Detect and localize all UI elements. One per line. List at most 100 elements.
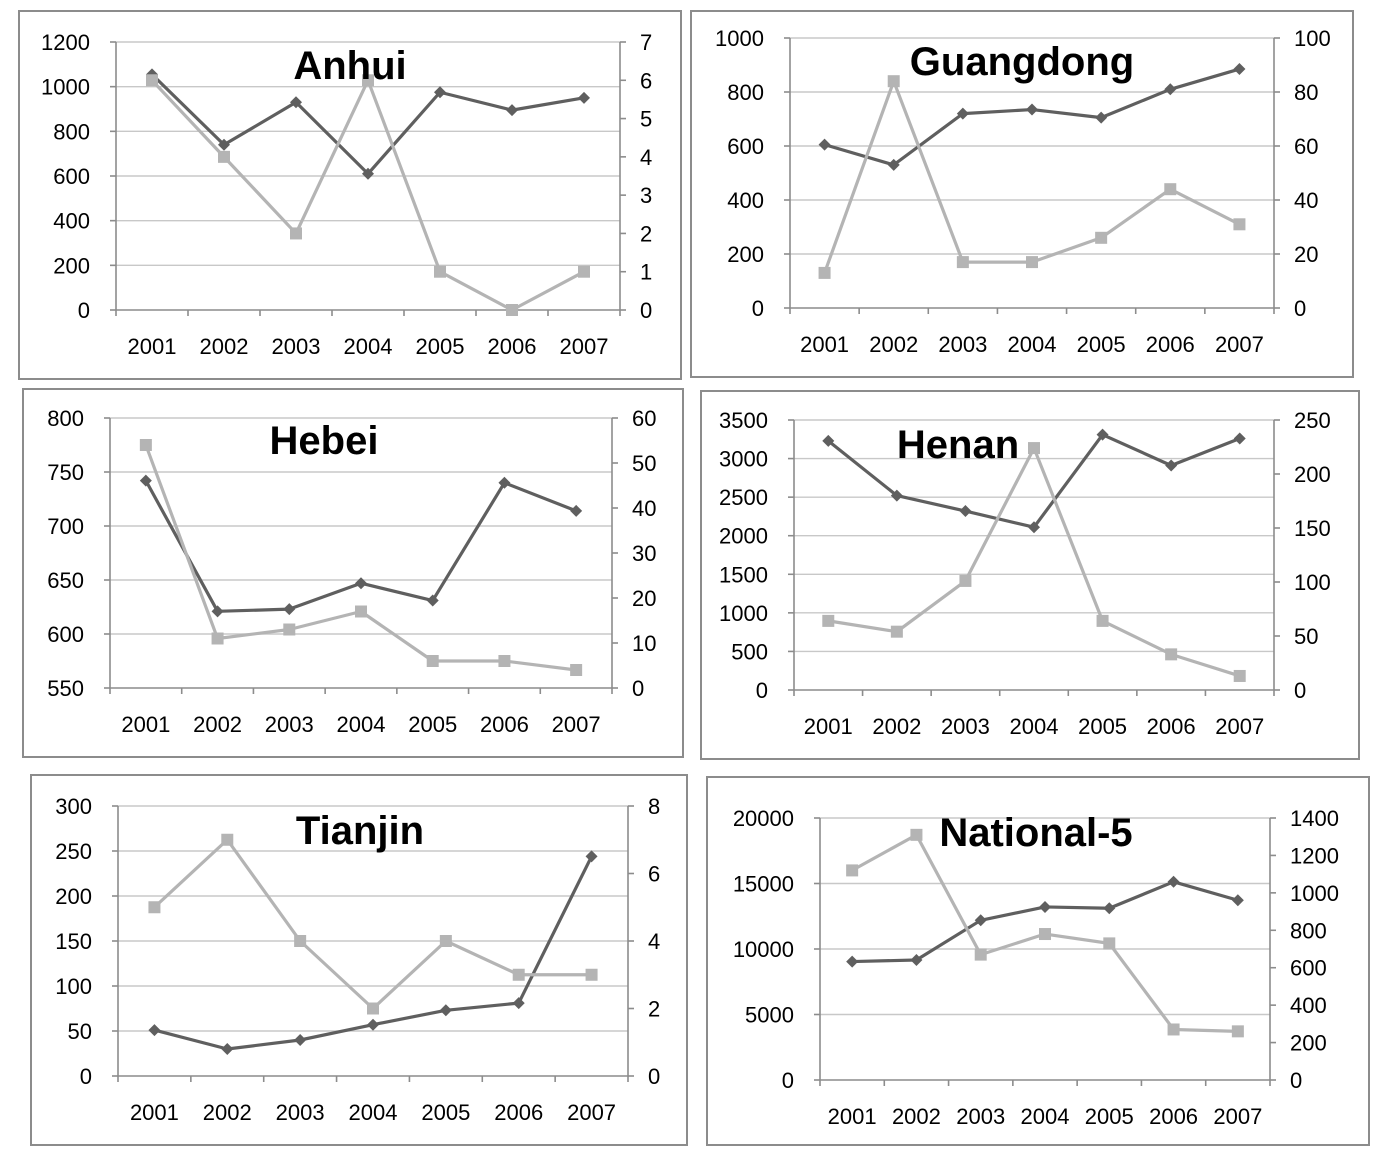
chart-guangdong: 0 200 400 600 800 1000 0 20 40 60 80 100 2001 2002 200… [715, 26, 1331, 357]
y-left-tick-label: 15000 [733, 872, 794, 897]
data-point-light-2005 [1096, 614, 1109, 627]
chart-title: Anhui [293, 44, 406, 88]
data-point-light-2001 [146, 74, 158, 87]
y-left-tick-label: 400 [727, 188, 764, 213]
data-point-light-2001 [139, 439, 152, 451]
data-point-light-2005 [1095, 231, 1108, 244]
data-point-dark-2006 [506, 104, 518, 117]
y-right-tick-label: 0 [1294, 678, 1306, 703]
data-point-dark-2003 [959, 505, 972, 518]
data-point-dark-2006 [1167, 875, 1180, 888]
data-point-light-2004 [1026, 256, 1038, 269]
y-right-tick-label: 0 [648, 1064, 660, 1089]
chart-hebei: 550 600 650 700 750 800 0 10 20 30 40 50 60 2001 2002 2… [47, 406, 656, 737]
y-left-tick-label: 550 [47, 676, 84, 701]
y-left-tick-label: 0 [756, 678, 768, 703]
data-point-light-2003 [294, 935, 307, 947]
x-tick-label-2001: 2001 [128, 334, 177, 359]
x-tick-label-2004: 2004 [1010, 714, 1059, 739]
y-right-tick-label: 6 [648, 862, 660, 887]
x-tick-label-2001: 2001 [828, 1104, 877, 1129]
x-tick-label-2006: 2006 [1147, 714, 1196, 739]
x-tick-label-2007: 2007 [560, 334, 609, 359]
y-left-tick-label: 800 [53, 119, 90, 144]
y-left-tick-label: 0 [80, 1064, 92, 1089]
data-point-light-2006 [1165, 648, 1178, 661]
y-left-tick-label: 10000 [733, 937, 794, 962]
data-point-light-2006 [1167, 1023, 1180, 1036]
chart-panel-anhui: 0 200 400 600 800 1000 1200 0 1 2 3 4 5 6 7 2001 2002 200… [18, 10, 682, 380]
y-left-tick-label: 800 [47, 406, 84, 431]
y-left-tick-label: 650 [47, 568, 84, 593]
y-left-tick-label: 100 [55, 974, 92, 999]
data-point-dark-2007 [585, 850, 598, 863]
x-tick-label-2006: 2006 [494, 1100, 543, 1125]
x-tick-label-2002: 2002 [872, 714, 921, 739]
data-point-dark-2001 [139, 474, 152, 487]
y-left-tick-label: 3500 [719, 408, 768, 433]
data-point-dark-2003 [283, 603, 296, 616]
chart-tianjin: 0 50 100 150 200 250 300 0 2 4 6 8 2001 2002 2003 2004 2… [55, 794, 660, 1125]
chart-national-5: 0 5000 10000 15000 20000 0 200 400 600 800 1000 120… [733, 806, 1339, 1129]
y-right-tick-label: 7 [640, 30, 652, 55]
x-tick-label-2005: 2005 [1077, 332, 1126, 357]
y-right-tick-label: 2 [648, 997, 660, 1022]
y-right-tick-label: 1000 [1290, 881, 1339, 906]
data-point-light-2007 [1231, 1025, 1244, 1038]
data-point-dark-2002 [910, 954, 923, 967]
x-tick-label-2004: 2004 [337, 712, 386, 737]
x-tick-label-2001: 2001 [121, 712, 170, 737]
series-line-light [144, 444, 577, 672]
chart-henan: 0 500 1000 1500 2000 2500 3000 3500 0 50 100 150 200… [719, 408, 1331, 739]
data-point-dark-2007 [1231, 894, 1244, 907]
y-right-tick-label: 600 [1290, 956, 1327, 981]
y-left-tick-label: 200 [727, 242, 764, 267]
data-point-dark-2005 [439, 1004, 452, 1017]
x-tick-label-2004: 2004 [1021, 1104, 1070, 1129]
data-point-light-2004 [362, 74, 374, 87]
y-right-tick-label: 4 [648, 929, 660, 954]
data-point-light-2004 [1039, 928, 1051, 941]
y-left-tick-label: 700 [47, 514, 84, 539]
chart-panel-guangdong: 0 200 400 600 800 1000 0 20 40 60 80 100 2001 2002 200… [690, 10, 1354, 378]
y-right-tick-label: 30 [632, 541, 656, 566]
x-tick-label-2007: 2007 [552, 712, 601, 737]
y-right-tick-label: 0 [632, 676, 644, 701]
x-tick-label-2004: 2004 [1008, 332, 1057, 357]
x-tick-label-2005: 2005 [408, 712, 457, 737]
data-point-dark-2001 [818, 138, 831, 151]
y-right-tick-label: 3 [640, 183, 652, 208]
x-tick-label-2003: 2003 [956, 1104, 1005, 1129]
data-point-dark-2004 [355, 577, 367, 590]
y-left-tick-label: 2000 [719, 524, 768, 549]
chart-title: Tianjin [296, 809, 424, 853]
chart-panel-henan: 0 500 1000 1500 2000 2500 3000 3500 0 50 100 150 200… [700, 390, 1360, 760]
x-tick-label-2002: 2002 [200, 334, 249, 359]
y-left-tick-label: 800 [727, 80, 764, 105]
data-point-dark-2002 [221, 1043, 234, 1055]
x-tick-label-2003: 2003 [938, 332, 987, 357]
data-point-light-2003 [290, 227, 302, 240]
data-point-light-2007 [578, 265, 590, 278]
chart-panel-hebei: 550 600 650 700 750 800 0 10 20 30 40 50 60 2001 2002 2… [22, 388, 684, 758]
y-right-tick-label: 50 [632, 451, 656, 476]
y-left-tick-label: 300 [55, 794, 92, 819]
data-point-dark-2007 [1233, 432, 1246, 445]
data-point-dark-2001 [822, 434, 835, 447]
y-right-tick-label: 100 [1294, 26, 1331, 51]
y-right-tick-label: 40 [632, 496, 656, 521]
y-left-tick-label: 20000 [733, 806, 794, 831]
data-point-dark-2002 [890, 489, 903, 502]
data-point-light-2006 [498, 655, 511, 667]
data-point-light-2001 [822, 614, 835, 627]
x-tick-label-2004: 2004 [349, 1100, 398, 1125]
y-left-tick-label: 600 [53, 164, 90, 189]
y-left-tick-label: 1000 [719, 601, 768, 626]
data-point-light-2005 [1103, 937, 1116, 950]
chart-anhui: 0 200 400 600 800 1000 1200 0 1 2 3 4 5 6 7 2001 2002 200… [41, 30, 652, 359]
x-tick-label-2001: 2001 [800, 332, 849, 357]
data-point-light-2005 [439, 935, 452, 947]
data-point-dark-2007 [1233, 63, 1246, 76]
data-point-dark-2005 [1095, 111, 1108, 124]
series-line-light [153, 838, 592, 1011]
